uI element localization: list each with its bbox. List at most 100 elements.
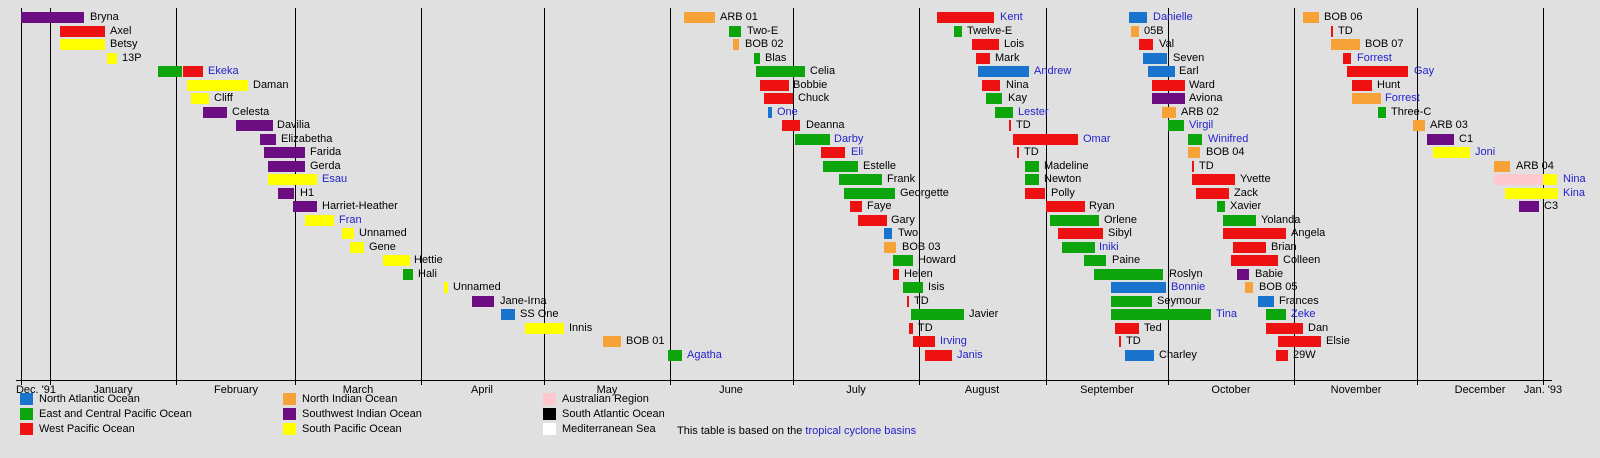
legend-label: Mediterranean Sea bbox=[562, 423, 656, 435]
legend-label: Southwest Indian Ocean bbox=[302, 408, 422, 420]
storm-bar bbox=[1111, 282, 1166, 293]
axis-month-label: November bbox=[1330, 384, 1382, 396]
storm-bar bbox=[278, 188, 294, 199]
axis-tick bbox=[1046, 380, 1047, 385]
storm-bar bbox=[937, 12, 994, 23]
storm-label[interactable]: Gay bbox=[1414, 65, 1435, 77]
storm-label: Estelle bbox=[863, 160, 897, 172]
storm-label: H1 bbox=[300, 187, 315, 199]
storm-label: ARB 02 bbox=[1181, 106, 1219, 118]
storm-label: Faye bbox=[867, 200, 892, 212]
storm-label: Farida bbox=[310, 146, 342, 158]
storm-bar bbox=[972, 39, 999, 50]
storm-label[interactable]: Nina bbox=[1563, 173, 1586, 185]
storm-label[interactable]: Joni bbox=[1475, 146, 1496, 158]
storm-label[interactable]: Zeke bbox=[1291, 308, 1316, 320]
storm-label[interactable]: Janis bbox=[957, 349, 983, 361]
legend-swatch-aus bbox=[543, 393, 556, 405]
storm-label[interactable]: Ekeka bbox=[208, 65, 239, 77]
storm-bar bbox=[264, 147, 305, 158]
axis-month-label: October bbox=[1211, 384, 1251, 396]
storm-label: BOB 06 bbox=[1324, 11, 1363, 23]
storm-bar bbox=[884, 242, 896, 253]
axis-tick bbox=[21, 380, 22, 385]
storm-label[interactable]: Eli bbox=[851, 146, 864, 158]
legend-swatch-satl bbox=[543, 408, 556, 420]
storm-bar bbox=[1378, 107, 1386, 118]
axis-month-label: August bbox=[964, 384, 1000, 396]
storm-bar bbox=[995, 107, 1013, 118]
storm-label[interactable]: Omar bbox=[1083, 133, 1111, 145]
storm-label: TD bbox=[1199, 160, 1214, 172]
storm-label: TD bbox=[1126, 335, 1141, 347]
storm-label: Nina bbox=[1006, 79, 1029, 91]
storm-bar bbox=[293, 201, 317, 212]
storm-bar bbox=[1062, 242, 1095, 253]
storm-bar bbox=[1129, 12, 1147, 23]
storm-bar bbox=[911, 309, 964, 320]
storm-bar bbox=[1148, 66, 1175, 77]
storm-label[interactable]: Kent bbox=[1000, 11, 1023, 23]
storm-label[interactable]: Agatha bbox=[687, 349, 722, 361]
axis-month-label: June bbox=[719, 384, 743, 396]
storm-bar bbox=[1331, 39, 1360, 50]
storm-bar bbox=[1025, 174, 1039, 185]
storm-bar bbox=[760, 80, 789, 91]
storm-label: Unnamed bbox=[453, 281, 501, 293]
storm-label: Mark bbox=[995, 52, 1020, 64]
month-gridline bbox=[1046, 8, 1047, 380]
legend-label: South Atlantic Ocean bbox=[562, 408, 665, 420]
storm-label[interactable]: Lester bbox=[1018, 106, 1049, 118]
storm-label[interactable]: Virgil bbox=[1189, 119, 1214, 131]
axis-month-label: March bbox=[342, 384, 374, 396]
storm-label: TD bbox=[914, 295, 929, 307]
storm-label: C1 bbox=[1459, 133, 1474, 145]
storm-label: Frances bbox=[1279, 295, 1319, 307]
storm-label[interactable]: Forrest bbox=[1357, 52, 1392, 64]
storm-label[interactable]: Tina bbox=[1216, 308, 1237, 320]
footer-note: This table is based on the tropical cycl… bbox=[677, 425, 916, 437]
storm-label: Two-E bbox=[747, 25, 779, 37]
storm-label: Ward bbox=[1189, 79, 1215, 91]
storm-bar bbox=[1115, 323, 1139, 334]
storm-label[interactable]: Irving bbox=[940, 335, 967, 347]
storm-label: ARB 01 bbox=[720, 11, 758, 23]
storm-label: Sibyl bbox=[1108, 227, 1132, 239]
axis-month-label: April bbox=[470, 384, 494, 396]
legend-swatch-med bbox=[543, 423, 556, 435]
storm-bar bbox=[268, 174, 317, 185]
storm-label: Madeline bbox=[1044, 160, 1089, 172]
storm-label[interactable]: Esau bbox=[322, 173, 348, 185]
storm-bar bbox=[1223, 215, 1256, 226]
storm-label: Newton bbox=[1044, 173, 1082, 185]
storm-bar bbox=[729, 26, 741, 37]
storm-label[interactable]: Andrew bbox=[1034, 65, 1072, 77]
storm-label[interactable]: Fran bbox=[339, 214, 362, 226]
storm-bar bbox=[1111, 296, 1152, 307]
storm-bar bbox=[1505, 188, 1558, 199]
storm-label[interactable]: Forrest bbox=[1385, 92, 1420, 104]
storm-label: Three-C bbox=[1391, 106, 1432, 118]
storm-label: Helen bbox=[904, 268, 933, 280]
storm-label[interactable]: Darby bbox=[834, 133, 864, 145]
storm-label[interactable]: Winifred bbox=[1208, 133, 1249, 145]
storm-label: Elsie bbox=[1326, 335, 1350, 347]
storm-label[interactable]: Kina bbox=[1563, 187, 1586, 199]
storm-bar bbox=[403, 269, 413, 280]
storm-bar bbox=[768, 107, 772, 118]
axis-month-label: May bbox=[596, 384, 618, 396]
storm-bar bbox=[823, 161, 858, 172]
storm-label[interactable]: One bbox=[777, 106, 798, 118]
storm-label[interactable]: Iniki bbox=[1099, 241, 1119, 253]
storm-label: Lois bbox=[1004, 38, 1025, 50]
storm-label[interactable]: Danielle bbox=[1153, 11, 1193, 23]
storm-label: Aviona bbox=[1189, 92, 1223, 104]
tropical-cyclone-basins-link[interactable]: tropical cyclone basins bbox=[805, 425, 917, 437]
storm-label: 29W bbox=[1293, 349, 1316, 361]
storm-bar bbox=[1258, 296, 1274, 307]
storm-label: Innis bbox=[569, 322, 593, 334]
storm-bar bbox=[1223, 228, 1286, 239]
axis-tick bbox=[421, 380, 422, 385]
storm-label[interactable]: Bonnie bbox=[1171, 281, 1206, 293]
storm-label: Polly bbox=[1051, 187, 1075, 199]
